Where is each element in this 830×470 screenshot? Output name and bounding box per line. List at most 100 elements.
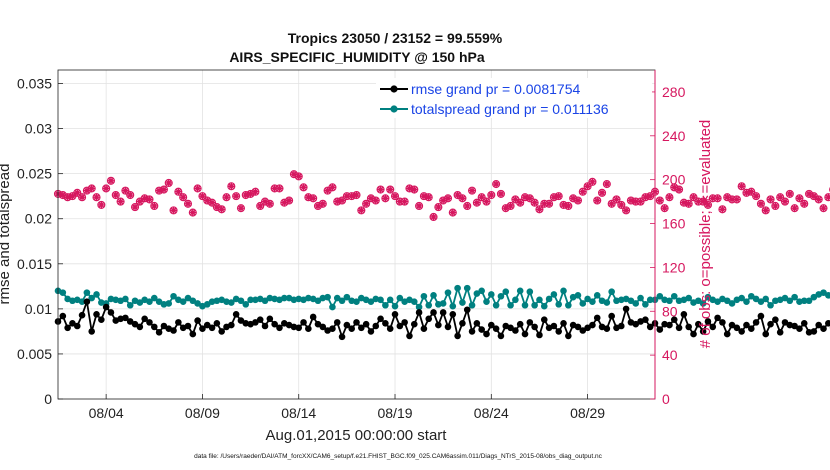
spread-point xyxy=(670,292,678,300)
rmse-point xyxy=(93,310,100,318)
rmse-point xyxy=(362,320,370,328)
rmse-point xyxy=(622,305,630,313)
obs-evaluated-point xyxy=(786,190,794,198)
rmse-point xyxy=(670,316,678,323)
spread-point xyxy=(261,297,269,305)
spread-point xyxy=(589,298,596,305)
rmse-point xyxy=(305,325,312,332)
spread-point xyxy=(203,301,211,308)
obs-evaluated-point xyxy=(150,202,158,210)
spread-point xyxy=(752,295,760,303)
rmse-point xyxy=(752,319,760,326)
spread-point xyxy=(574,292,582,299)
spread-point xyxy=(59,289,67,296)
spread-point xyxy=(565,301,572,309)
obs-evaluated-point xyxy=(174,188,182,196)
obs-evaluated-point xyxy=(752,192,760,200)
spread-point xyxy=(786,297,794,305)
y-right-tick-label: 240 xyxy=(662,128,686,144)
rmse-point xyxy=(699,328,707,335)
obs-evaluated-point xyxy=(415,202,423,210)
obs-evaluated-point xyxy=(449,208,457,217)
obs-evaluated-point xyxy=(362,200,370,208)
rmse-point xyxy=(203,321,211,329)
obs-evaluated-point xyxy=(454,191,462,199)
obs-evaluated-point xyxy=(208,199,216,207)
y-left-tick-label: 0.03 xyxy=(25,121,52,137)
rmse-point xyxy=(333,319,341,326)
obs-evaluated-point xyxy=(232,192,240,200)
spread-point xyxy=(237,297,245,305)
rmse-point xyxy=(439,309,447,316)
obs-evaluated-point xyxy=(396,198,404,206)
rmse-point xyxy=(160,322,168,330)
obs-evaluated-point xyxy=(343,192,351,200)
rmse-point xyxy=(444,323,452,331)
spread-point xyxy=(743,298,750,305)
rmse-point xyxy=(410,320,418,328)
spread-point xyxy=(122,295,129,303)
obs-evaluated-point xyxy=(757,200,765,208)
obs-evaluated-point xyxy=(348,192,356,200)
spread-point xyxy=(483,298,490,305)
y-left-tick-label: 0.035 xyxy=(17,76,52,92)
rmse-point xyxy=(738,328,745,335)
obs-evaluated-point xyxy=(357,206,365,214)
spread-point xyxy=(516,287,524,295)
spread-point xyxy=(608,288,615,296)
rmse-point xyxy=(608,312,615,320)
obs-evaluated-point xyxy=(815,195,823,204)
obs-evaluated-point xyxy=(179,193,187,201)
chart-title-line2: AIRS_SPECIFIC_HUMIDITY @ 150 hPa xyxy=(229,49,485,65)
rmse-point xyxy=(358,324,365,332)
spread-point xyxy=(704,293,712,301)
spread-point xyxy=(88,294,96,302)
rmse-point xyxy=(353,319,360,326)
obs-evaluated-point xyxy=(367,194,375,202)
spread-point xyxy=(637,294,644,302)
spread-point xyxy=(468,301,476,309)
rmse-point xyxy=(386,325,394,332)
obs-evaluated-point xyxy=(685,200,693,208)
obs-evaluated-point xyxy=(559,201,568,209)
obs-evaluated-point xyxy=(516,199,524,207)
rmse-point xyxy=(131,320,139,328)
spread-point xyxy=(179,298,187,305)
spread-point xyxy=(155,298,163,305)
rmse-point xyxy=(656,326,664,333)
spread-point xyxy=(545,295,553,303)
rmse-point xyxy=(540,316,548,323)
x-tick-label: 08/24 xyxy=(474,405,509,421)
obs-evaluated-point xyxy=(410,185,418,194)
spread-point xyxy=(738,294,745,302)
obs-evaluated-point xyxy=(444,194,452,202)
spread-point xyxy=(531,301,538,309)
left-y-axis-title: rmse and totalspread xyxy=(0,164,13,305)
rmse-point xyxy=(747,325,755,332)
spread-point xyxy=(367,298,375,305)
spread-point xyxy=(512,296,519,304)
obs-evaluated-point xyxy=(391,192,399,200)
rmse-point xyxy=(83,298,91,305)
spread-point xyxy=(126,301,134,309)
obs-evaluated-point xyxy=(319,200,327,208)
spread-point xyxy=(550,291,558,298)
obs-evaluated-point xyxy=(680,199,688,207)
y-left-tick-label: 0.015 xyxy=(17,256,52,272)
obs-evaluated-point xyxy=(800,200,808,208)
obs-evaluated-point xyxy=(574,196,582,205)
rmse-point xyxy=(430,309,437,316)
obs-evaluated-point xyxy=(531,199,539,207)
obs-evaluated-point xyxy=(791,204,799,212)
spread-point xyxy=(781,294,789,302)
plot-area xyxy=(58,70,655,399)
rmse-point xyxy=(617,322,625,330)
rmse-point xyxy=(102,303,110,311)
y-right-tick-label: 200 xyxy=(662,172,686,188)
spread-point xyxy=(324,293,331,301)
obs-evaluated-point xyxy=(145,195,154,204)
obs-evaluated-point xyxy=(242,191,250,199)
spread-point xyxy=(439,300,447,307)
rmse-point xyxy=(194,317,201,324)
spread-point xyxy=(391,302,399,310)
